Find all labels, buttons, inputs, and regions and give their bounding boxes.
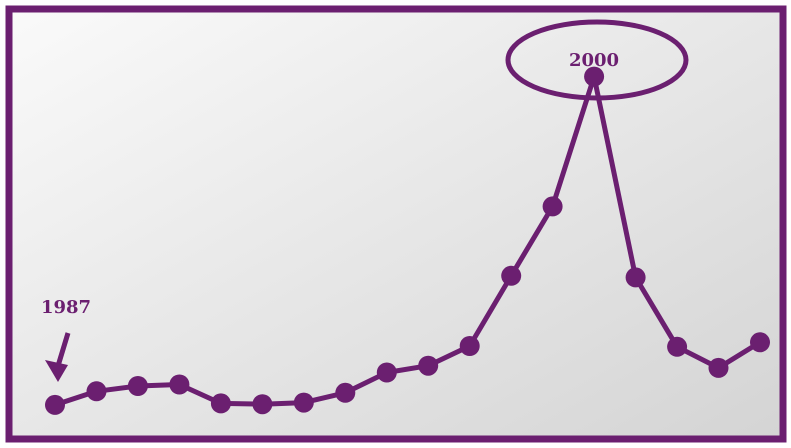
data-point-2002 bbox=[667, 336, 688, 357]
data-point-1995 bbox=[376, 362, 397, 383]
data-point-1998 bbox=[501, 265, 522, 286]
plot-frame bbox=[5, 5, 787, 443]
data-point-1987 bbox=[45, 394, 65, 415]
data-point-1999 bbox=[542, 196, 563, 217]
data-point-1996 bbox=[418, 355, 439, 376]
data-point-1994 bbox=[335, 382, 356, 403]
data-point-2004 bbox=[750, 332, 770, 353]
annotation-peak: 2000 bbox=[505, 19, 689, 101]
data-point-2000 bbox=[584, 66, 605, 87]
annotation-peak-ring bbox=[505, 19, 689, 101]
data-point-1989 bbox=[127, 376, 148, 396]
annotation-start-arrow bbox=[55, 332, 71, 367]
annotation-start-arrowhead bbox=[45, 360, 68, 382]
data-point-2003 bbox=[708, 357, 729, 378]
data-point-1992 bbox=[252, 394, 273, 415]
data-point-1990 bbox=[169, 374, 190, 395]
annotation-start: 1987 bbox=[41, 297, 91, 382]
data-point-1993 bbox=[293, 392, 314, 413]
annotation-start-label: 1987 bbox=[41, 297, 91, 318]
data-point-1991 bbox=[210, 393, 231, 414]
data-point-1988 bbox=[86, 381, 107, 402]
data-point-2001 bbox=[625, 267, 646, 288]
data-point-1997 bbox=[459, 336, 480, 356]
annotation-peak-label: 2000 bbox=[569, 50, 619, 71]
data-points bbox=[45, 66, 770, 415]
